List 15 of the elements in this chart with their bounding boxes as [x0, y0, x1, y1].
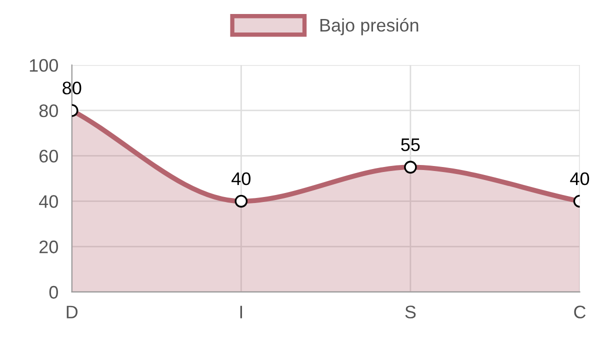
- y-tick-label: 20: [40, 240, 58, 254]
- x-tick-label: I: [240, 306, 242, 318]
- x-tick-label: D: [66, 306, 78, 318]
- y-tick-label: 60: [40, 150, 58, 163]
- y-tick-label: 0: [49, 286, 58, 299]
- x-tick-label: C: [574, 306, 586, 318]
- y-tick-label: 80: [39, 104, 58, 118]
- x-tick-label: S: [405, 306, 416, 318]
- y-tick-label: 100: [30, 59, 58, 72]
- data-label: 55: [401, 138, 420, 152]
- data-label: 80: [62, 82, 82, 94]
- data-label: 40: [570, 172, 590, 186]
- data-label: 40: [232, 172, 250, 186]
- legend-label: Bajo presión: [320, 18, 418, 36]
- y-tick-label: 40: [39, 195, 58, 208]
